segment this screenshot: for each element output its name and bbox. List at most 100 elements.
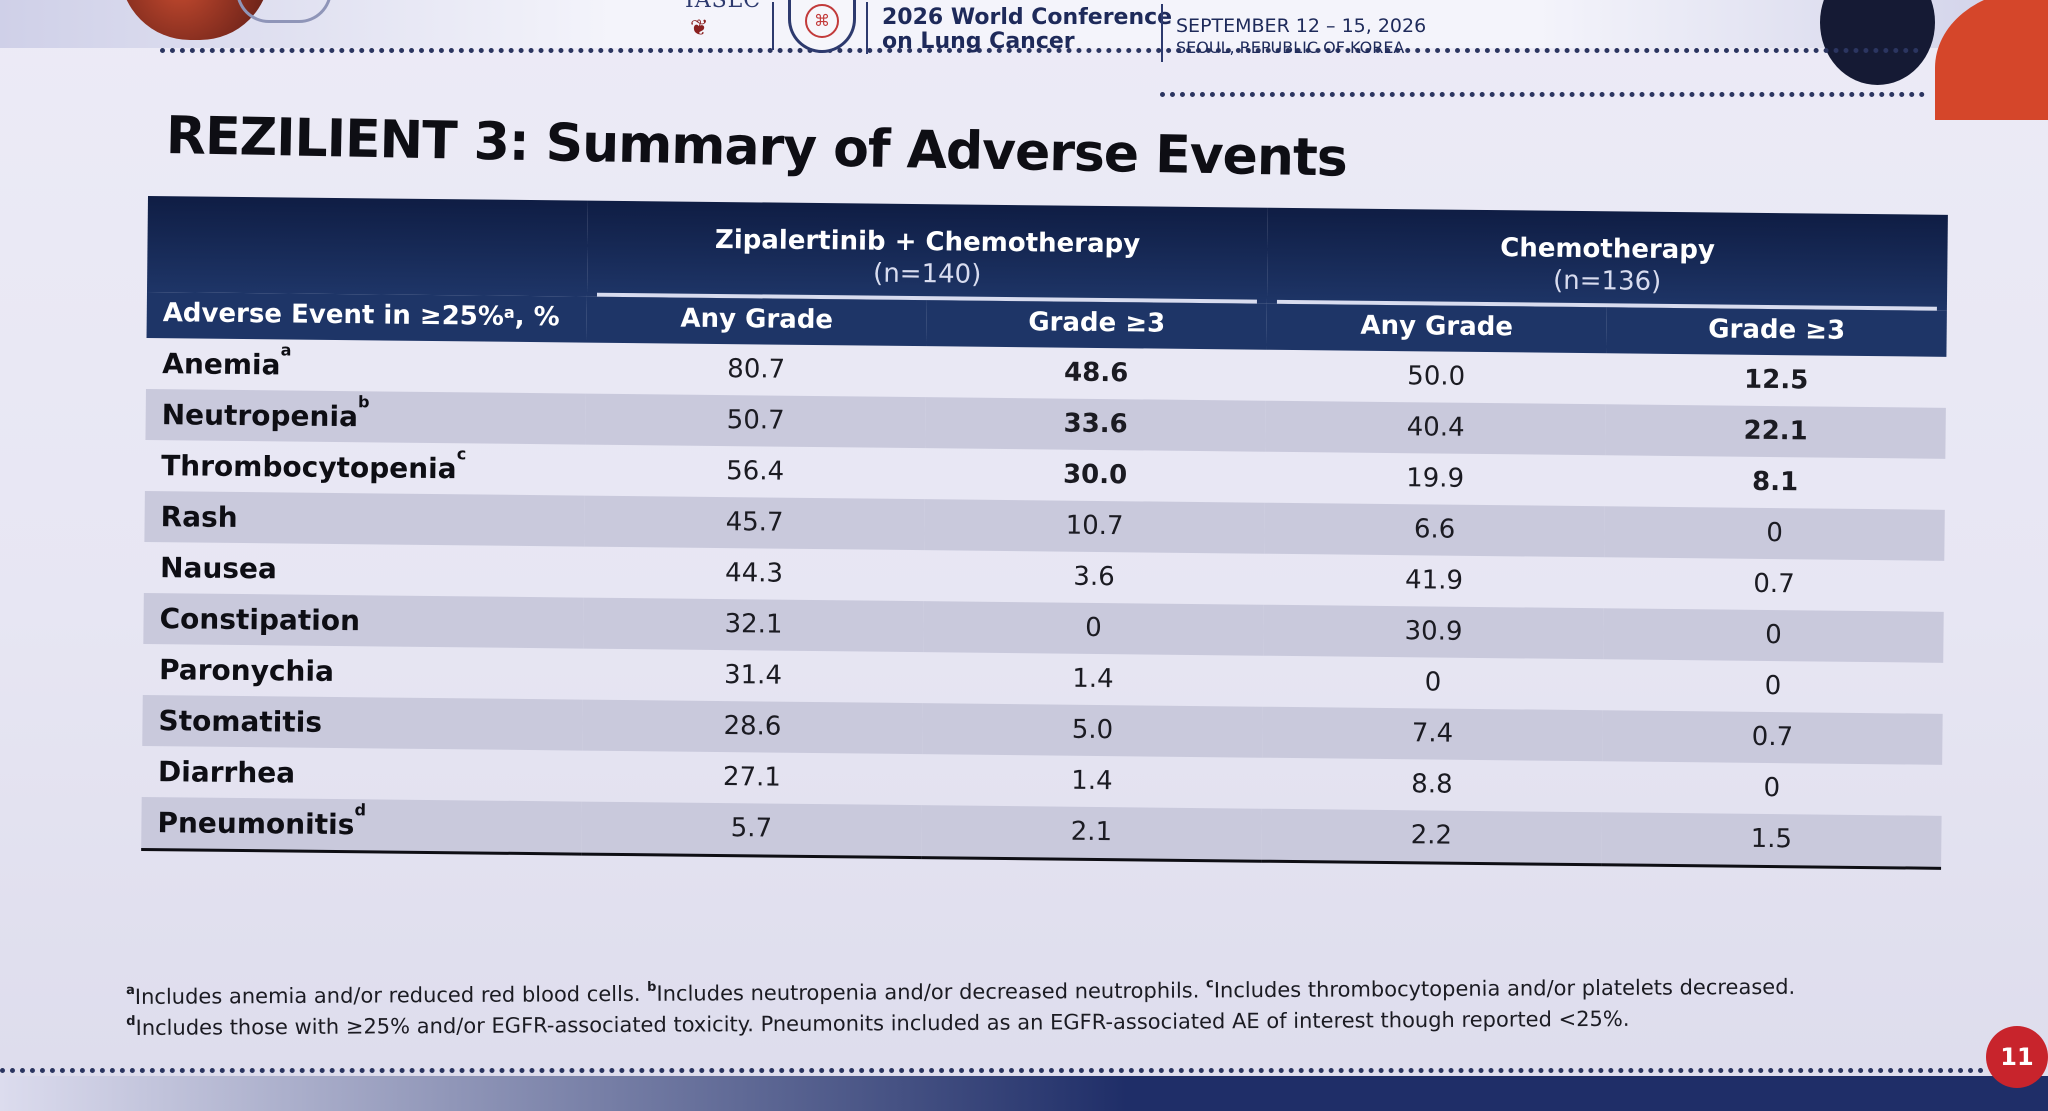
column-header-suffix: , %	[514, 301, 560, 333]
table-cell: 45.7	[584, 495, 925, 551]
table-cell: 0	[1764, 670, 1782, 702]
table-cell: 12.5	[1743, 364, 1809, 396]
column-header-chemo-grade3: Grade ≥3	[1606, 307, 1947, 357]
slide-title: REZILIENT 3: Summary of Adverse Events	[165, 106, 1348, 189]
header-spacer	[146, 196, 588, 297]
header-dotted-divider	[160, 48, 1920, 53]
table-cell: 30.9	[1263, 604, 1604, 660]
group-name: Chemotherapy	[1500, 233, 1716, 266]
column-header-zip-grade3: Grade ≥3	[926, 300, 1267, 350]
adverse-event-name: Rash	[144, 490, 585, 547]
column-header-chemo-any-grade: Any Grade	[1266, 303, 1607, 354]
table-cell: 0.7	[1753, 568, 1795, 600]
group-header-zipalertinib: Zipalertinib + Chemotherapy (n=140)	[586, 200, 1268, 304]
header-dotted-divider-right	[1160, 92, 1925, 97]
footnote-text: Includes anemia and/or reduced red blood…	[134, 981, 648, 1009]
table-cell: 80.7	[727, 354, 786, 385]
footer-band	[0, 1076, 2048, 1111]
table-cell: 41.9	[1404, 565, 1464, 596]
lung-icon: ❦	[690, 16, 709, 41]
table-cell: 5.0	[922, 703, 1263, 758]
event-label: Paronychia	[158, 653, 335, 688]
footnote-marker: d	[354, 800, 367, 820]
table-cell: 56.4	[726, 456, 785, 487]
footnote-marker: b	[358, 392, 370, 412]
event-label: Diarrhea	[157, 755, 296, 790]
table-cell: 0	[923, 601, 1264, 656]
decorative-corner	[1935, 0, 2048, 120]
footnote-text: Includes thrombocytopenia and/or platele…	[1213, 974, 1796, 1003]
table-cell: 1.5	[1601, 812, 1942, 869]
conference-date: SEPTEMBER 12 – 15, 2026	[1176, 15, 1427, 37]
table-cell: 6.6	[1264, 502, 1605, 558]
column-header-zip-any-grade: Any Grade	[586, 296, 927, 347]
page-number-badge: 11	[1986, 1026, 2048, 1088]
adverse-event-name: Paronychia	[143, 644, 584, 700]
conference-name-line2: on Lung Cancer	[882, 29, 1075, 54]
event-label: Stomatitis	[158, 704, 323, 739]
table-cell: 0	[1763, 772, 1781, 804]
adverse-event-name: Stomatitis	[142, 694, 583, 751]
table-cell: 8.8	[1411, 769, 1453, 800]
table-cell: 40.4	[1265, 400, 1606, 456]
logo-divider	[772, 2, 774, 50]
footnote-marker: a	[503, 302, 515, 322]
table-cell: 19.9	[1406, 463, 1465, 494]
footnote-marker: c	[1205, 976, 1214, 992]
seal-icon: ⌘	[805, 4, 839, 38]
footnotes: aIncludes anemia and/or reduced red bloo…	[126, 972, 1795, 1044]
adverse-event-name: Nausea	[144, 542, 585, 598]
footnote-marker: a	[126, 982, 135, 998]
conference-location: SEOUL, REPUBLIC OF KOREA	[1176, 38, 1405, 57]
table-cell: 2.1	[921, 805, 1262, 862]
event-label: Rash	[160, 500, 238, 534]
column-header-text: Adverse Event in ≥25%	[162, 298, 505, 332]
conference-name-line1: 2026 World Conference	[882, 5, 1173, 30]
adverse-event-name: Pneumonitisd	[141, 796, 582, 855]
table-cell: 50.7	[585, 393, 926, 449]
table-cell: 31.4	[723, 660, 783, 691]
table-cell: 30.0	[1062, 459, 1128, 491]
event-label: Nausea	[159, 551, 278, 586]
table-cell: 1.4	[1072, 663, 1114, 695]
header-divider	[1161, 4, 1163, 62]
table-cell: 48.6	[1063, 357, 1129, 389]
adverse-events-table: Zipalertinib + Chemotherapy (n=140) Chem…	[141, 196, 1948, 870]
footnote-marker: d	[126, 1013, 136, 1029]
table-cell: 0	[1424, 667, 1442, 698]
adverse-events-table-wrap: Zipalertinib + Chemotherapy (n=140) Chem…	[141, 196, 1948, 870]
conference-seal-logo: ⌘	[788, 0, 856, 53]
adverse-event-name: Neutropeniab	[145, 388, 586, 445]
table-cell: 50.0	[1407, 361, 1466, 392]
header-band	[0, 0, 2048, 48]
table-group-header-row: Zipalertinib + Chemotherapy (n=140) Chem…	[146, 196, 1948, 311]
table-cell: 5.7	[581, 801, 922, 858]
footnote-marker: c	[456, 444, 467, 464]
table-cell: 2.2	[1261, 808, 1602, 865]
group-n: (n=140)	[872, 258, 982, 290]
table-cell: 28.6	[582, 699, 923, 755]
table-cell: 3.6	[1073, 561, 1115, 593]
table-cell: 22.1	[1605, 404, 1946, 459]
table-cell: 8.1	[1751, 466, 1799, 498]
event-label: Thrombocytopenia	[161, 449, 457, 486]
table-cell: 32.1	[583, 597, 924, 653]
conference-dates: SEPTEMBER 12 – 15, 2026 SEOUL, REPUBLIC …	[1176, 15, 1426, 59]
table-cell: 10.7	[924, 499, 1265, 554]
event-label: Constipation	[159, 602, 361, 638]
adverse-event-name: Anemiaa	[146, 338, 587, 394]
event-label: Pneumonitis	[157, 806, 355, 842]
adverse-event-name: Thrombocytopeniac	[145, 440, 586, 496]
footer-dotted-divider	[0, 1068, 1985, 1073]
group-n: (n=136)	[1552, 265, 1662, 297]
table-cell: 33.6	[925, 397, 1266, 452]
event-label: Anemia	[162, 347, 281, 382]
logo-divider	[866, 2, 868, 54]
table-cell: 7.4	[1262, 706, 1603, 762]
iaslc-logo: IASLC	[685, 0, 762, 13]
event-label: Neutropenia	[161, 398, 359, 434]
footnote-text: Includes neutropenia and/or decreased ne…	[656, 978, 1207, 1006]
table-cell: 44.3	[724, 558, 784, 589]
table-cell: 0.7	[1602, 710, 1943, 765]
